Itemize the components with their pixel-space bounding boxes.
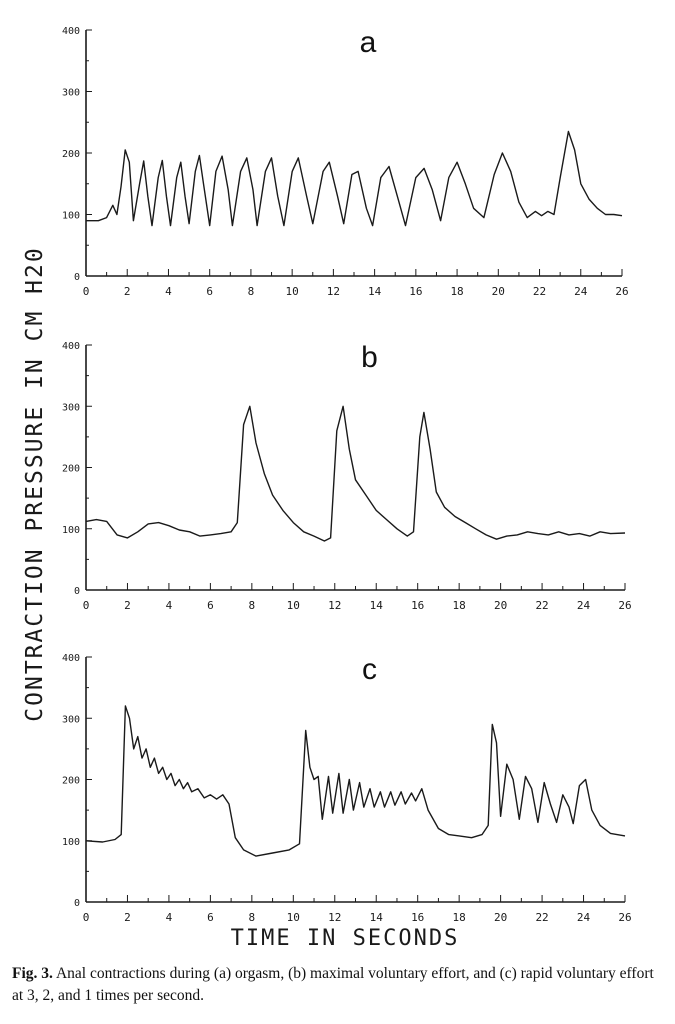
x-tick-label: 2 <box>124 599 131 612</box>
x-tick-label: 0 <box>83 911 90 924</box>
x-tick-label: 26 <box>618 911 631 924</box>
x-tick-label: 24 <box>577 911 591 924</box>
x-tick-label: 14 <box>370 599 384 612</box>
pressure-trace-c <box>85 705 626 857</box>
x-tick-label: 22 <box>535 911 548 924</box>
x-axis-label: TIME IN SECONDS <box>231 926 460 951</box>
x-tick-label: 2 <box>124 911 131 924</box>
x-tick-label: 22 <box>535 599 548 612</box>
y-axis-label: CONTRACTION PRESSURE IN CM H20 <box>22 246 48 721</box>
x-tick-label: 0 <box>83 599 90 612</box>
y-tick-label: 200 <box>62 464 80 475</box>
x-tick-label: 24 <box>574 285 588 298</box>
x-tick-label: 14 <box>370 911 384 924</box>
y-tick-label: 100 <box>62 211 80 222</box>
x-tick-label: 6 <box>207 599 214 612</box>
x-tick-label: 6 <box>207 911 214 924</box>
x-tick-label: 4 <box>166 911 173 924</box>
pressure-trace-b <box>85 405 626 542</box>
x-tick-label: 14 <box>368 285 382 298</box>
x-tick-label: 8 <box>248 285 255 298</box>
x-tick-label: 12 <box>327 285 340 298</box>
panel-label-c: c <box>362 653 377 686</box>
panel-label-b: b <box>361 341 378 374</box>
y-tick-label: 400 <box>62 341 80 352</box>
x-tick-label: 12 <box>328 911 341 924</box>
x-tick-label: 26 <box>615 285 628 298</box>
x-tick-label: 16 <box>411 599 424 612</box>
y-tick-label: 100 <box>62 525 80 536</box>
y-tick-label: 200 <box>62 149 80 160</box>
y-tick-label: 300 <box>62 714 80 725</box>
y-tick-label: 300 <box>62 88 80 99</box>
x-tick-label: 8 <box>249 911 256 924</box>
x-tick-label: 8 <box>249 599 256 612</box>
x-tick-label: 18 <box>453 911 466 924</box>
x-tick-label: 0 <box>83 285 90 298</box>
x-tick-label: 6 <box>206 285 213 298</box>
x-tick-label: 4 <box>165 285 172 298</box>
x-tick-label: 10 <box>287 911 300 924</box>
y-tick-label: 300 <box>62 402 80 413</box>
x-tick-label: 18 <box>453 599 466 612</box>
panel-label-a: a <box>360 26 377 59</box>
x-tick-label: 16 <box>411 911 424 924</box>
x-tick-label: 10 <box>287 599 300 612</box>
x-tick-label: 22 <box>533 285 546 298</box>
caption-text: Anal contractions during (a) orgasm, (b)… <box>12 965 654 1004</box>
x-tick-label: 20 <box>494 911 507 924</box>
x-tick-label: 16 <box>409 285 422 298</box>
y-tick-label: 100 <box>62 837 80 848</box>
y-tick-label: 0 <box>74 272 80 283</box>
figure-caption: Fig. 3. Anal contractions during (a) org… <box>12 963 662 1007</box>
x-tick-label: 12 <box>328 599 341 612</box>
x-tick-label: 2 <box>124 285 131 298</box>
y-tick-label: 200 <box>62 776 80 787</box>
x-tick-label: 4 <box>166 599 173 612</box>
x-tick-label: 26 <box>618 599 631 612</box>
y-tick-label: 0 <box>74 586 80 597</box>
x-tick-label: 10 <box>286 285 299 298</box>
pressure-trace-a <box>86 130 623 227</box>
x-tick-label: 20 <box>494 599 507 612</box>
y-tick-label: 400 <box>62 26 80 37</box>
y-tick-label: 400 <box>62 653 80 664</box>
x-tick-label: 20 <box>492 285 505 298</box>
y-tick-label: 0 <box>74 898 80 909</box>
x-tick-label: 18 <box>450 285 463 298</box>
x-tick-label: 24 <box>577 599 591 612</box>
caption-label: Fig. 3. <box>12 965 53 982</box>
